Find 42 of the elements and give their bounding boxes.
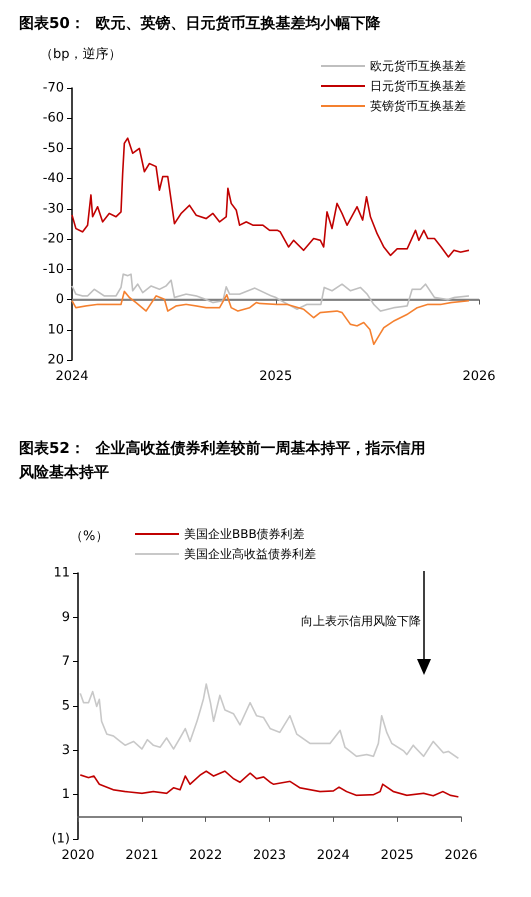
line-series bbox=[71, 137, 470, 258]
x-tick-label: 2025 bbox=[380, 848, 414, 863]
chart-title: 图表52： 企业高收益债券利差较前一周基本持平，指示信用风险基本持平 bbox=[18, 439, 426, 481]
x-tick-label: 2020 bbox=[61, 848, 95, 863]
chart-title: 图表50： 欧元、英镑、日元货币互换基差均小幅下降 bbox=[19, 14, 382, 32]
legend-label: 美国企业高收益债券利差 bbox=[184, 547, 316, 561]
y-tick-label: -70 bbox=[42, 80, 64, 96]
y-axis-title: （%） bbox=[70, 529, 108, 544]
line-series bbox=[71, 290, 470, 346]
y-tick-label: 1 bbox=[62, 787, 70, 802]
legend-label: 美国企业BBB债券利差 bbox=[184, 527, 305, 541]
y-tick-label: 9 bbox=[62, 610, 70, 625]
legend-label: 日元货币互换基差 bbox=[370, 79, 466, 93]
y-tick-label: -30 bbox=[42, 201, 64, 216]
x-tick-label: 2024 bbox=[316, 848, 350, 863]
y-tick-label: 7 bbox=[62, 654, 70, 670]
y-tick-label: -50 bbox=[42, 140, 64, 156]
y-tick-label: (1) bbox=[52, 832, 70, 846]
x-tick-label: 2022 bbox=[189, 848, 222, 863]
y-tick-label: 3 bbox=[62, 742, 70, 758]
y-tick-label: 11 bbox=[53, 566, 70, 580]
y-tick-label: -20 bbox=[42, 232, 64, 247]
y-axis-title: （bp，逆序） bbox=[40, 46, 122, 62]
y-tick-label: 10 bbox=[47, 322, 64, 338]
annotation: 向上表示信用风险下降 bbox=[301, 614, 421, 628]
x-tick-label: 2026 bbox=[462, 369, 496, 384]
line-series bbox=[79, 770, 460, 798]
x-tick-label: 2024 bbox=[55, 369, 89, 384]
x-tick-label: 2021 bbox=[125, 848, 158, 863]
y-tick-label: -60 bbox=[42, 110, 64, 126]
line-series bbox=[79, 683, 460, 760]
y-tick-label: 5 bbox=[62, 698, 70, 714]
legend-label: 欧元货币互换基差 bbox=[370, 59, 466, 73]
y-tick-label: -40 bbox=[42, 171, 64, 186]
y-tick-label: 0 bbox=[56, 292, 64, 308]
x-tick-label: 2023 bbox=[252, 848, 286, 863]
x-tick-label: 2025 bbox=[259, 369, 292, 384]
x-tick-label: 2026 bbox=[444, 848, 478, 863]
line-series bbox=[71, 273, 470, 312]
y-tick-label: 20 bbox=[47, 352, 64, 368]
legend-label: 英镑货币互换基差 bbox=[370, 99, 466, 113]
y-tick-label: -10 bbox=[42, 262, 64, 277]
